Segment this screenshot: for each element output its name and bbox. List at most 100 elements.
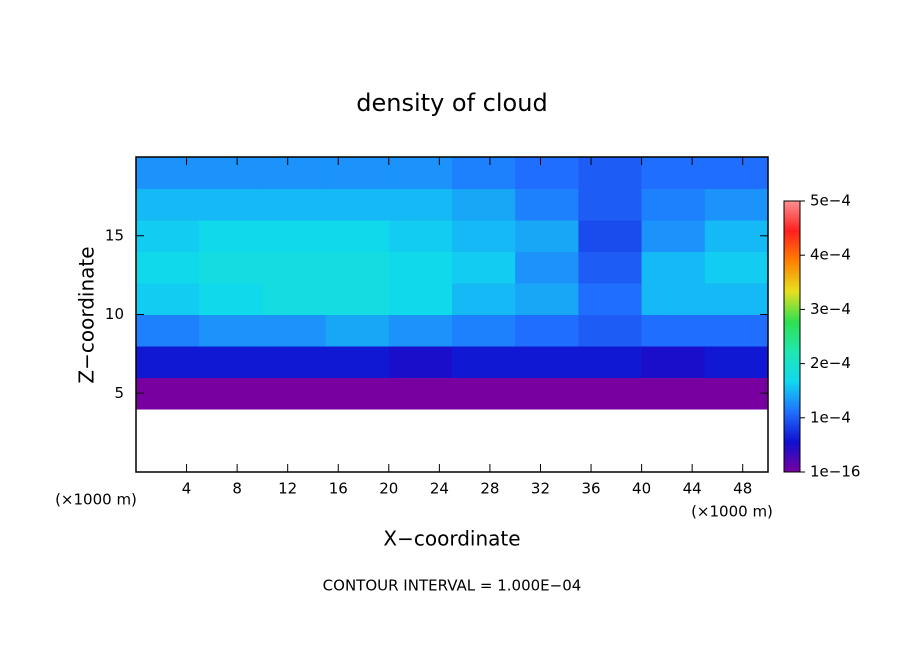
heatmap-cell: [452, 314, 516, 347]
heatmap-cell: [641, 251, 706, 284]
x-tick-label: 40: [632, 480, 651, 498]
x-tick-label: 12: [278, 480, 297, 498]
x-unit-label: (×1000 m): [55, 491, 137, 509]
x-tick-label: 32: [531, 480, 550, 498]
colorbar-tick-label: 3e−4: [810, 300, 851, 318]
x-tick-label: 4: [182, 480, 192, 498]
heatmap-cell: [325, 377, 390, 410]
heatmap-cell: [704, 157, 769, 189]
heatmap-cell: [704, 283, 769, 315]
heatmap-cell: [325, 251, 390, 284]
chart-title: density of cloud: [356, 89, 547, 117]
heatmap-cell: [388, 188, 453, 221]
heatmap-cell: [641, 346, 706, 378]
heatmap-cell: [262, 283, 327, 315]
heatmap-cell: [704, 314, 769, 347]
heatmap-cell: [325, 220, 390, 252]
heatmap-cell: [515, 251, 579, 284]
heatmap-cell: [578, 346, 643, 378]
heatmap-cell: [515, 377, 579, 410]
heatmap-cell: [199, 314, 263, 347]
heatmap-cell: [641, 314, 706, 347]
heatmap-cell: [515, 346, 579, 378]
y-tick-label: 10: [105, 305, 124, 323]
heatmap-cell: [388, 251, 453, 284]
y-tick-label: 5: [114, 384, 124, 402]
colorbar: [783, 200, 801, 473]
heatmap-cell: [262, 377, 327, 410]
colorbar-tick-label: 1e−16: [810, 463, 860, 481]
x-tick-label: 44: [683, 480, 702, 498]
heatmap-cell: [704, 188, 769, 221]
heatmap-cell: [452, 251, 516, 284]
heatmap-cell: [578, 188, 643, 221]
x-tick-label: 16: [329, 480, 348, 498]
heatmap-cell: [262, 251, 327, 284]
heatmap-cell: [578, 377, 643, 410]
heatmap-cell: [262, 314, 327, 347]
heatmap-cell: [199, 157, 263, 189]
heatmap-cell: [388, 346, 453, 378]
heatmap-cell: [388, 220, 453, 252]
heatmap-cell: [262, 220, 327, 252]
heatmap-cell: [136, 346, 200, 378]
heatmap-cell: [515, 188, 579, 221]
heatmap-cell: [262, 188, 327, 221]
y-tick-label: 15: [105, 226, 124, 244]
heatmap-cell: [515, 314, 579, 347]
heatmap-cell: [704, 346, 769, 378]
heatmap-cell: [515, 157, 579, 189]
heatmap-cell: [641, 283, 706, 315]
heatmap-cell: [641, 157, 706, 189]
heatmap-cell: [199, 377, 263, 410]
heatmap-cell: [325, 314, 390, 347]
x-tick-label: 20: [379, 480, 398, 498]
heatmap-cell: [704, 377, 769, 410]
heatmap-cell: [136, 157, 200, 189]
heatmap-cell: [641, 377, 706, 410]
colorbar-tick-label: 5e−4: [810, 192, 851, 210]
heatmap-cell: [136, 283, 200, 315]
heatmap-cell: [199, 346, 263, 378]
y-axis-title: Z−coordinate: [75, 246, 99, 383]
heatmap-cell: [199, 220, 263, 252]
heatmap-cell: [452, 377, 516, 410]
heatmap-cell: [452, 283, 516, 315]
x-unit-label: (×1000 m): [691, 503, 773, 521]
heatmap-cell: [515, 220, 579, 252]
heatmap-cell: [578, 283, 643, 315]
heatmap-cell: [136, 377, 200, 410]
heatmap-cell: [388, 314, 453, 347]
heatmap-cell: [262, 157, 327, 189]
heatmap-cell: [578, 251, 643, 284]
heatmap-cell: [641, 188, 706, 221]
x-tick-label: 8: [232, 480, 242, 498]
heatmap-cell: [704, 251, 769, 284]
heatmap-cell: [199, 188, 263, 221]
heatmap-cell: [578, 220, 643, 252]
heatmap-cell: [388, 377, 453, 410]
heatmap-cell: [136, 251, 200, 284]
heatmap-cell: [515, 283, 579, 315]
heatmap-cell: [199, 251, 263, 284]
colorbar-tick-label: 4e−4: [810, 246, 851, 264]
heatmap-cell: [136, 314, 200, 347]
heatmap-cell: [704, 220, 769, 252]
heatmap-cell: [325, 188, 390, 221]
heatmap-cell: [325, 346, 390, 378]
footnote: CONTOUR INTERVAL = 1.000E−04: [323, 577, 582, 595]
x-tick-label: 28: [480, 480, 499, 498]
colorbar-tick-label: 2e−4: [810, 354, 851, 372]
heatmap-cell: [325, 283, 390, 315]
x-axis-title: X−coordinate: [383, 527, 520, 551]
heatmap-cell: [452, 157, 516, 189]
heatmap-cell: [325, 157, 390, 189]
x-tick-label: 36: [581, 480, 600, 498]
heatmap-cell: [452, 220, 516, 252]
heatmap-cell: [388, 157, 453, 189]
heatmap-cell: [452, 346, 516, 378]
colorbar-tick-label: 1e−4: [810, 408, 851, 426]
heatmap-cell: [452, 188, 516, 221]
x-tick-label: 48: [733, 480, 752, 498]
